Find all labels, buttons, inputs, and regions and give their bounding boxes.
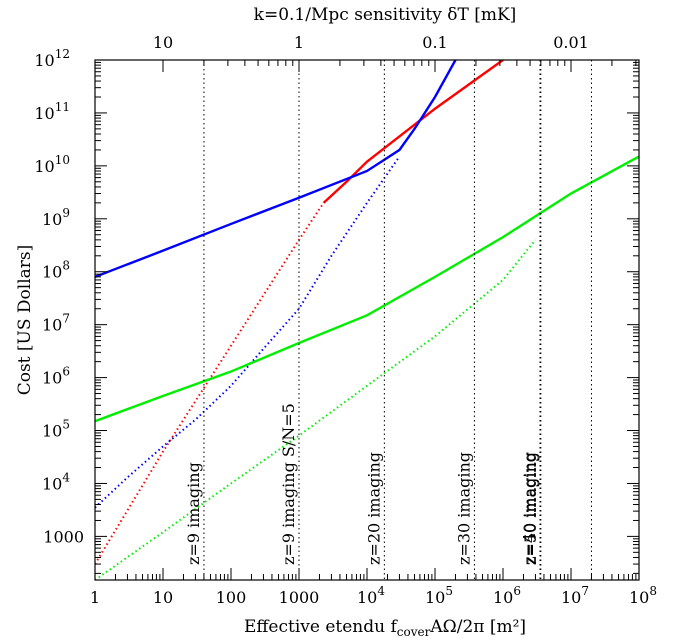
ticks-layer	[94, 59, 640, 580]
x-tick-label-6: 105	[425, 584, 453, 607]
x-axis-title-f: f	[390, 617, 398, 637]
y-tick-label-4: 106	[42, 365, 70, 388]
series-line-4-dotted	[95, 155, 401, 509]
y-tick-label-9: 1011	[34, 100, 70, 123]
top-tick-label-2: 1	[294, 33, 304, 52]
reference-line-label-1: z=9 imaging	[184, 462, 203, 565]
series-line-2-solid	[322, 60, 504, 204]
y-tick-label-8: 1010	[34, 153, 70, 176]
top-axis-title: k=0.1/Mpc sensitivity δT [mK]	[254, 5, 517, 25]
x-tick-label-1: 1	[90, 588, 100, 607]
series-line-3-solid	[95, 60, 457, 278]
x-axis-title-rest: AΩ/2π [m²]	[429, 617, 526, 637]
series-line-5-solid	[95, 155, 639, 423]
x-axis-title-main: Effective etendu	[244, 617, 385, 637]
x-tick-label-5: 104	[357, 584, 385, 607]
y-tick-label-7: 109	[42, 206, 70, 229]
series-line-1-dotted	[95, 202, 325, 565]
y-tick-label-6: 108	[42, 259, 70, 282]
x-tick-label-3: 100	[216, 588, 247, 607]
reference-line-label-5: z=40 imaging	[520, 452, 539, 565]
x-tick-label-9: 108	[629, 584, 657, 607]
x-tick-label-4: 1000	[279, 588, 320, 607]
y-tick-label-1: 1000	[43, 527, 84, 546]
y-axis-title: Cost [US Dollars]	[15, 245, 35, 396]
top-tick-label-4: 0.01	[553, 33, 589, 52]
x-axis-title-subscript: cover	[397, 625, 431, 639]
x-tick-label-8: 107	[561, 584, 589, 607]
reference-line-label-6: z=50 imaging	[521, 452, 540, 565]
series-layer	[95, 60, 639, 580]
reference-lines-layer: z=9 imaging z=9 imaging S/N=5 z=20 imaging…	[184, 60, 592, 580]
series-line-6-dotted	[95, 239, 537, 580]
y-tick-label-3: 105	[42, 418, 70, 441]
y-tick-label-5: 107	[42, 312, 70, 335]
reference-line-label-4: z=30 imaging	[454, 452, 473, 565]
x-tick-label-7: 106	[493, 584, 521, 607]
x-tick-label-2: 10	[153, 588, 173, 607]
tick-labels-layer: 1 10 100 1000 104 105 106 107 108 10 1 0.1 0.01 1000 1…	[34, 33, 657, 607]
top-tick-label-3: 0.1	[422, 33, 447, 52]
top-tick-label-1: 10	[153, 33, 173, 52]
y-tick-label-2: 104	[42, 470, 70, 493]
reference-line-label-2: z=9 imaging S/N=5	[279, 403, 298, 565]
x-axis-title: Effective etendu fcoverAΩ/2π [m²]	[244, 617, 526, 639]
reference-line-label-3: z=20 imaging	[364, 452, 383, 565]
y-tick-label-10: 1012	[34, 47, 70, 70]
